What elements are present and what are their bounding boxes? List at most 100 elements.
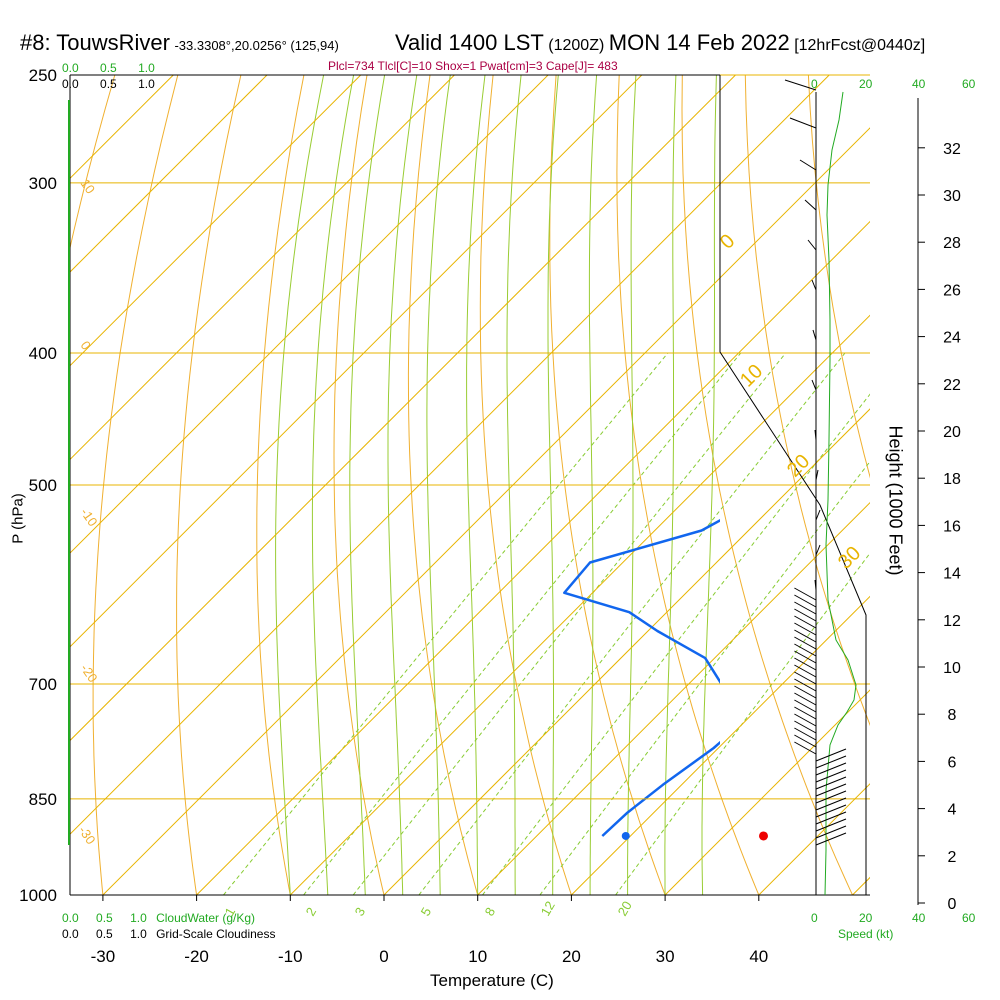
wind-barb bbox=[794, 601, 817, 615]
wind-barb bbox=[815, 748, 847, 762]
height-tick-label: 0 bbox=[948, 896, 957, 913]
wind-barb bbox=[814, 579, 817, 591]
height-tick-label: 20 bbox=[943, 424, 961, 441]
moist-adiabat bbox=[426, 75, 451, 895]
isotherm bbox=[571, 595, 870, 895]
wind-bottom-40: 40 bbox=[912, 911, 926, 925]
height-tick-label: 10 bbox=[943, 660, 961, 677]
wind-barb bbox=[815, 509, 821, 521]
pressure-tick-label: 850 bbox=[29, 790, 57, 809]
isotherm bbox=[664, 689, 870, 895]
height-tick-label: 12 bbox=[943, 613, 961, 630]
wind-speed-profile bbox=[824, 91, 857, 896]
isotherm bbox=[70, 75, 455, 461]
height-tick-label: 6 bbox=[948, 754, 957, 771]
isotherm bbox=[70, 75, 268, 273]
x-tick-label: 20 bbox=[562, 947, 581, 966]
surface-dewpoint-marker bbox=[621, 831, 630, 840]
cloud-scale-bottom-1: 0.5 bbox=[96, 911, 113, 925]
wind-barb bbox=[815, 769, 847, 783]
mixing-ratio-line bbox=[352, 352, 787, 895]
wind-bottom-60: 60 bbox=[962, 911, 976, 925]
wind-barb bbox=[794, 678, 817, 692]
x-tick-label: -10 bbox=[278, 947, 303, 966]
wind-barb bbox=[794, 692, 817, 706]
valid-header: Valid 1400 LST (1200Z) MON 14 Feb 2022 [… bbox=[395, 30, 925, 56]
wind-barb bbox=[794, 622, 817, 636]
cloudiness-top-1: 0.5 bbox=[100, 77, 117, 91]
cloud-scale-bottom-2: 1.0 bbox=[130, 911, 147, 925]
wind-bottom-20: 20 bbox=[859, 911, 873, 925]
moist-adiabat bbox=[387, 75, 418, 895]
moist-adiabat bbox=[311, 75, 355, 895]
mixing-ratio-label: 5 bbox=[418, 905, 435, 919]
y-axis-label: P (hPa) bbox=[9, 493, 27, 544]
moist-adiabat bbox=[547, 75, 559, 895]
cloudiness-top-0: 0.0 bbox=[62, 77, 79, 91]
wind-barb bbox=[794, 706, 817, 720]
mixing-ratio-label: 8 bbox=[482, 905, 499, 919]
dry-adiabat bbox=[807, 75, 870, 479]
height-tick-label: 22 bbox=[943, 377, 961, 394]
wind-barb bbox=[815, 825, 847, 839]
chart-header: #8: TouwsRiver -33.3308°,20.0256° (125,9… bbox=[20, 30, 339, 56]
wind-barb bbox=[794, 629, 817, 643]
pressure-tick-label: 400 bbox=[29, 344, 57, 363]
wind-barb bbox=[815, 544, 821, 556]
wind-barb bbox=[815, 762, 847, 776]
wind-top-20: 20 bbox=[859, 77, 873, 91]
isotherm-label: 0 bbox=[716, 230, 739, 253]
moist-adiabat bbox=[275, 75, 325, 895]
isotherm bbox=[477, 501, 870, 895]
moist-adiabat bbox=[466, 75, 486, 895]
pressure-tick-label: 250 bbox=[29, 66, 57, 85]
dry-adiabat-label: -30 bbox=[76, 823, 99, 847]
wind-scale-bottom: 0 20 40 60 bbox=[811, 911, 981, 927]
wind-barb bbox=[815, 832, 847, 846]
station-title: #8: TouwsRiver bbox=[20, 30, 170, 55]
right-boundary bbox=[719, 75, 867, 895]
wind-barb bbox=[794, 587, 817, 601]
pressure-tick-label: 500 bbox=[29, 476, 57, 495]
pressure-tick-label: 1000 bbox=[19, 886, 57, 905]
isotherm-label: 30 bbox=[834, 542, 865, 573]
wind-barb bbox=[794, 720, 817, 734]
height-tick-label: 8 bbox=[948, 707, 957, 724]
height-tick-label: 28 bbox=[943, 235, 961, 252]
valid-date: MON 14 Feb 2022 bbox=[608, 30, 790, 55]
pressure-tick-label: 700 bbox=[29, 675, 57, 694]
height-tick-label: 14 bbox=[943, 566, 961, 583]
wind-barb bbox=[794, 643, 817, 657]
cloud-scale-bottom-0: 0.0 bbox=[62, 911, 79, 925]
x-tick-label: -20 bbox=[184, 947, 209, 966]
wind-top-0: 0 bbox=[811, 77, 818, 91]
x-tick-label: -30 bbox=[91, 947, 116, 966]
moist-adiabat bbox=[349, 75, 386, 895]
moist-adiabat bbox=[627, 75, 637, 895]
wind-barb bbox=[812, 329, 817, 341]
mixing-ratio-line bbox=[223, 352, 669, 895]
parcel-params: Plcl=734 Tlcl[C]=10 Shox=1 Pwat[cm]=3 Ca… bbox=[328, 59, 618, 73]
height-tick-label: 26 bbox=[943, 282, 961, 299]
dry-adiabat bbox=[549, 75, 666, 895]
wind-speed-label: Speed (kt) bbox=[838, 927, 894, 941]
moist-adiabat bbox=[506, 75, 522, 895]
wind-barb bbox=[794, 664, 817, 678]
wind-barb bbox=[794, 699, 817, 713]
wind-barb bbox=[794, 741, 817, 755]
cloudiness-bottom-1: 0.5 bbox=[96, 927, 113, 941]
wind-barb bbox=[799, 159, 817, 171]
moist-adiabat bbox=[664, 75, 677, 895]
wind-barb bbox=[794, 636, 817, 650]
dry-adiabat bbox=[479, 75, 572, 895]
isotherm-label: 10 bbox=[736, 360, 767, 391]
wind-barb bbox=[815, 811, 847, 825]
dewpoint-line bbox=[563, 518, 720, 837]
dry-adiabat bbox=[176, 75, 242, 895]
wind-barb bbox=[815, 776, 847, 790]
height-tick-label: 32 bbox=[943, 141, 961, 158]
moist-adiabat bbox=[701, 75, 717, 895]
cloudiness-scale-top: 0.0 0.5 1.0 bbox=[62, 77, 155, 91]
pressure-tick-label: 300 bbox=[29, 174, 57, 193]
isotherm bbox=[70, 75, 362, 367]
